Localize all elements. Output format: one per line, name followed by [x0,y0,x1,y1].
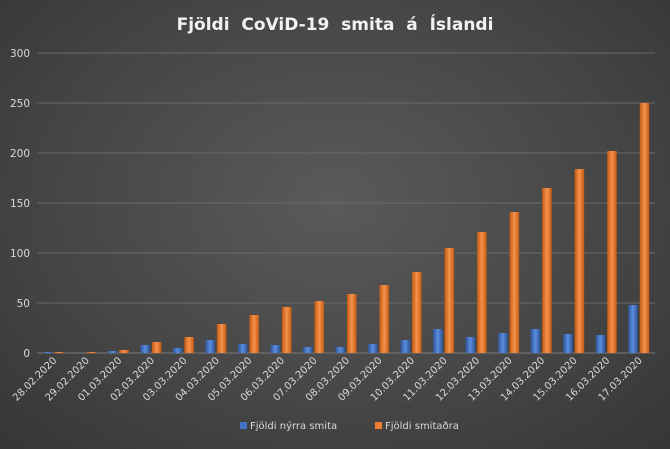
bar-fjoldi-nyrra-smita-17.03.2020 [628,305,638,353]
legend-label: Fjöldi nýrra smita [250,420,337,432]
bar-fjoldi-smita-ra-28.02.2020 [54,352,64,353]
bar-fjoldi-nyrra-smita-13.03.2020 [498,333,508,353]
y-tick-label: 300 [10,48,30,60]
legend-label: Fjöldi smitaðra [385,421,459,432]
bar-fjoldi-smita-ra-12.03.2020 [477,232,487,353]
bar-fjoldi-smita-ra-11.03.2020 [444,248,455,353]
bar-fjoldi-nyrra-smita-16.03.2020 [595,335,606,353]
y-tick-label: 100 [10,248,30,260]
bar-fjoldi-nyrra-smita-08.03.2020 [335,347,345,353]
bar-fjoldi-smita-ra-29.02.2020 [86,352,97,353]
y-tick-label: 50 [17,298,30,310]
bar-fjoldi-smita-ra-16.03.2020 [607,151,617,353]
gridlines [37,52,655,354]
bar-fjoldi-smita-ra-01.03.2020 [119,350,129,353]
bar-fjoldi-smita-ra-06.03.2020 [281,307,292,353]
bar-fjoldi-smita-ra-10.03.2020 [412,272,422,353]
bar-fjoldi-nyrra-smita-05.03.2020 [237,344,248,353]
legend: Fjöldi nýrra smita Fjöldi smitaðra [240,420,459,432]
bar-fjoldi-nyrra-smita-07.03.2020 [302,347,313,353]
bar-fjoldi-smita-ra-04.03.2020 [216,324,227,353]
bar-fjoldi-nyrra-smita-14.03.2020 [530,329,541,353]
bar-fjoldi-smita-ra-07.03.2020 [314,301,324,353]
y-tick-label: 250 [10,98,30,110]
bar-fjoldi-nyrra-smita-11.03.2020 [433,329,443,353]
bar-fjoldi-smita-ra-13.03.2020 [509,212,520,353]
bar-fjoldi-nyrra-smita-03.03.2020 [172,348,183,353]
bar-fjoldi-nyrra-smita-28.02.2020 [42,352,53,353]
y-axis-ticks: 0 50 100 150 200 250 300 [10,48,30,360]
y-tick-label: 200 [10,148,30,160]
legend-swatch [375,422,382,429]
bar-fjoldi-smita-ra-05.03.2020 [249,315,259,353]
bar-fjoldi-smita-ra-02.03.2020 [151,342,162,353]
bars [42,103,650,353]
bar-fjoldi-smita-ra-09.03.2020 [379,285,390,353]
bar-fjoldi-nyrra-smita-10.03.2020 [400,340,411,353]
bar-fjoldi-nyrra-smita-09.03.2020 [368,344,378,353]
bar-fjoldi-nyrra-smita-04.03.2020 [205,340,215,353]
bar-fjoldi-smita-ra-14.03.2020 [542,188,552,353]
bar-fjoldi-nyrra-smita-12.03.2020 [465,337,476,353]
legend-swatch [240,422,247,429]
chart-title: Fjöldi CoViD-19 smita á Íslandi [177,13,494,35]
bar-fjoldi-nyrra-smita-01.03.2020 [107,351,118,353]
bar-fjoldi-nyrra-smita-06.03.2020 [270,345,280,353]
bar-fjoldi-smita-ra-17.03.2020 [639,103,650,353]
bar-fjoldi-smita-ra-03.03.2020 [184,337,194,353]
bar-fjoldi-nyrra-smita-15.03.2020 [563,334,573,353]
y-tick-label: 150 [10,198,30,210]
y-tick-label: 0 [23,348,30,360]
bar-fjoldi-smita-ra-15.03.2020 [574,169,585,353]
bar-fjoldi-smita-ra-08.03.2020 [347,294,357,353]
x-axis-ticks: 28.02.202029.02.202001.03.202002.03.2020… [11,355,645,403]
bar-fjoldi-nyrra-smita-02.03.2020 [140,345,150,353]
